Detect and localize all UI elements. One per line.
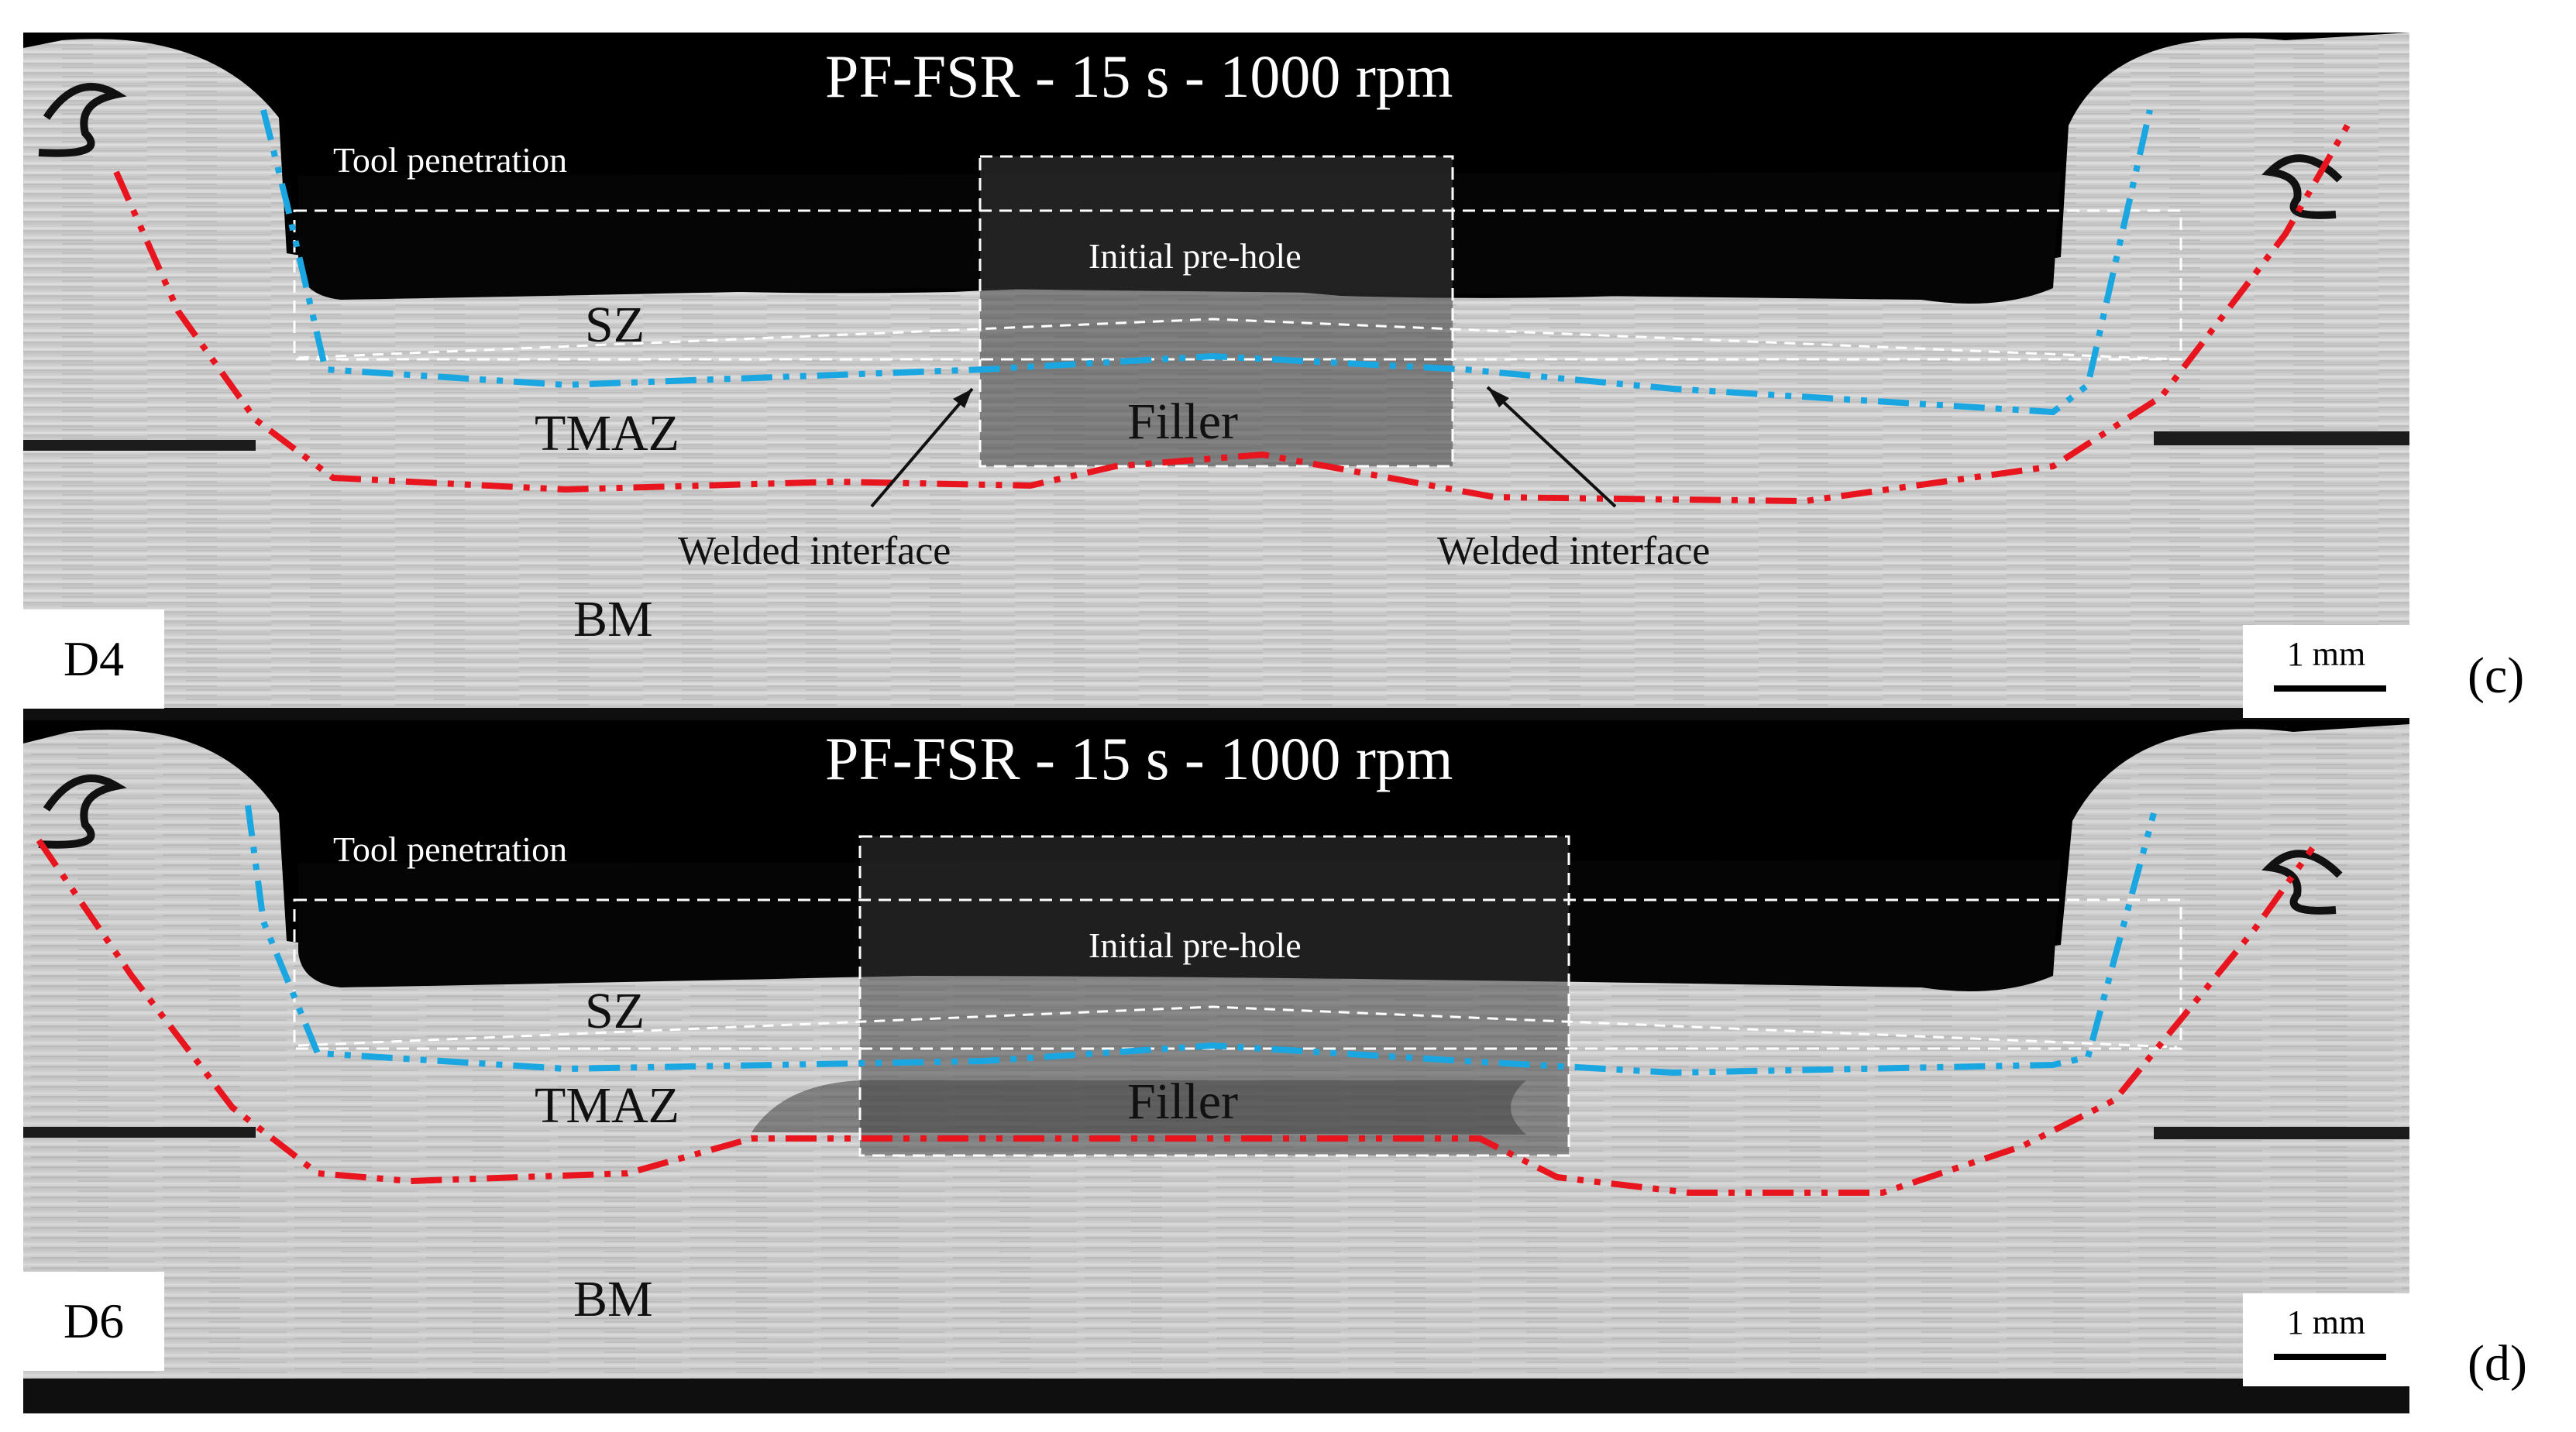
scale-bar-line [2274,1354,2386,1360]
welded-interface-label-left: Welded interface [678,529,951,573]
initial-prehole-label: Initial pre-hole [1089,236,1302,276]
specimen-id-text: D6 [63,1293,125,1348]
tool-penetration-label: Tool penetration [333,829,568,869]
tmaz-label: TMAZ [535,405,679,462]
specimen-id: D4 [23,610,164,709]
scale-label: 1 mm [2286,1303,2366,1341]
sz-label: SZ [585,297,645,353]
initial-prehole-label: Initial pre-hole [1089,925,1302,965]
scale-bar: 1 mm [2243,1293,2409,1386]
bm-label: BM [573,591,653,647]
scale-bar-line [2274,685,2386,692]
micrograph-panel-d4: PF-FSR - 15 s - 1000 rpm Tool penetratio… [23,33,2409,726]
panel-letter-c: (c) [2468,647,2525,704]
scale-label: 1 mm [2286,635,2366,673]
specimen-id: D6 [23,1272,164,1371]
filler-label: Filler [1127,1073,1238,1130]
panel-title: PF-FSR - 15 s - 1000 rpm [825,725,1453,792]
tmaz-label: TMAZ [535,1077,679,1134]
sz-label: SZ [585,983,645,1039]
panel-letter-d: (d) [2468,1335,2527,1392]
tool-penetration-label: Tool penetration [333,140,568,180]
welded-interface-arrow-right [1486,386,1617,508]
micrograph-d6-image [23,720,2409,1413]
bm-label: BM [573,1271,653,1327]
micrograph-d4-image [23,33,2409,726]
micrograph-panel-d6: PF-FSR - 15 s - 1000 rpm Tool penetratio… [23,720,2409,1413]
scale-bar: 1 mm [2243,625,2409,718]
specimen-id-text: D4 [63,631,125,686]
panel-title: PF-FSR - 15 s - 1000 rpm [825,43,1453,110]
filler-label: Filler [1127,393,1238,450]
welded-interface-label-right: Welded interface [1437,529,1711,573]
welded-interface-arrow-left [870,387,974,508]
